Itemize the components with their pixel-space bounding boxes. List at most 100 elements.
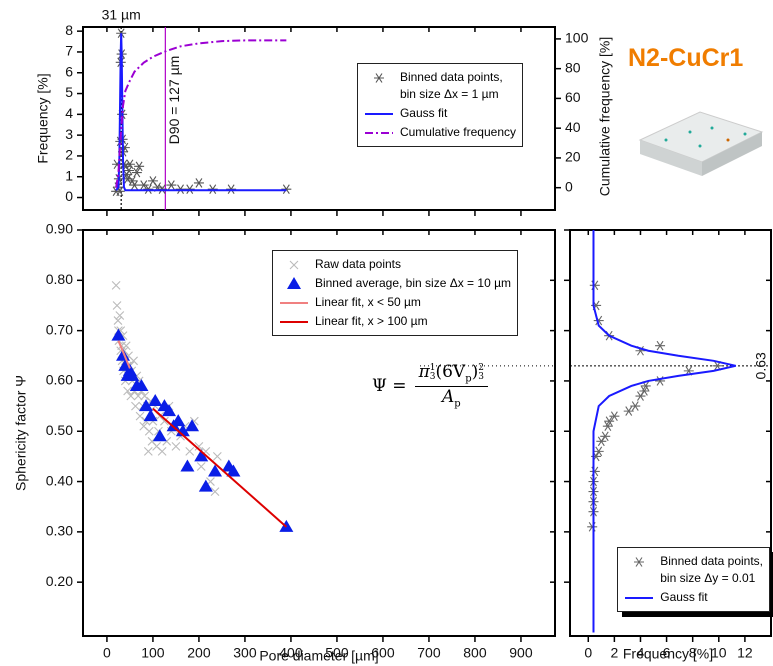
data-point (160, 416, 169, 426)
data-point (157, 446, 167, 456)
legend-item: Gauss fit (364, 105, 516, 122)
data-point (112, 301, 122, 310)
y2-tick-label: 60 (565, 89, 581, 105)
legend-swatch (364, 113, 393, 115)
x-tick-label: 6 (663, 645, 671, 661)
data-point (210, 487, 220, 496)
data-point (208, 464, 223, 477)
legend: Binned data points, bin size Δx = 1 µm Ga… (356, 63, 523, 147)
y-tick-label: 0.90 (46, 221, 73, 237)
reference-label: 0.63 (753, 352, 769, 379)
y-tick-label: 0 (65, 188, 73, 204)
x-tick-label: 600 (371, 645, 395, 661)
formula-denominator: Ap (442, 387, 461, 409)
data-point (635, 391, 646, 401)
data-point (157, 184, 168, 195)
legend-item: Binned data points, bin size Δy = 0.01 (624, 553, 763, 587)
legend: Binned data points, bin size Δy = 0.01 Ga… (617, 547, 770, 612)
x-tick-label: 400 (279, 645, 303, 661)
legend-item: Linear fit, x < 50 µm (279, 294, 511, 311)
data-point (115, 311, 125, 320)
data-point (143, 409, 158, 422)
data-point (143, 184, 154, 195)
data-point (180, 459, 195, 472)
data-point (184, 184, 195, 195)
legend-marker (634, 557, 645, 567)
legend-label: Gauss fit (660, 590, 708, 604)
plot-frame (82, 26, 556, 211)
data-point (129, 356, 138, 366)
legend-label: Binned data points, bin size Δy = 0.01 (660, 554, 763, 585)
legend-item: Raw data points (279, 256, 511, 273)
data-point (212, 452, 222, 461)
data-point (655, 340, 666, 351)
x-tick-label: 800 (463, 645, 487, 661)
data-point (148, 394, 163, 407)
legend-swatch (286, 277, 301, 289)
formula-fraction: π 1 3 (6Vp) 2 3 Ap (414, 362, 488, 410)
data-point (152, 429, 167, 442)
formula-exp-den: 3 (478, 372, 484, 383)
data-point (226, 184, 237, 195)
y2-tick-label: 0 (565, 178, 573, 194)
data-point (171, 441, 181, 451)
data-point (125, 368, 140, 381)
data-point (198, 479, 213, 492)
x-tick-label: 500 (325, 645, 349, 661)
data-point (600, 431, 611, 442)
data-point (126, 391, 136, 401)
formula-exp-num: 1 (429, 363, 436, 374)
y-tick-label: 0.70 (46, 321, 73, 337)
legend-item: Gauss fit (624, 589, 763, 606)
data-point (123, 386, 133, 396)
legend-marker (373, 73, 384, 83)
y-tick-label: 1 (65, 167, 73, 183)
y-axis-label: Frequency [%] (35, 73, 51, 163)
x-axis-label: Pore diameter [µm] (259, 648, 378, 664)
legend-marker (286, 277, 301, 289)
annotation-label: D90 = 127 µm (166, 56, 182, 145)
y-tick-label: 3 (65, 126, 73, 142)
data-point (143, 446, 153, 456)
y-tick-label: 7 (65, 43, 73, 59)
data-point (207, 184, 218, 195)
data-point (226, 464, 241, 477)
y2-tick-label: 80 (565, 59, 581, 75)
data-point (589, 280, 600, 291)
y-tick-label: 4 (65, 105, 73, 121)
x-tick-label: 300 (233, 645, 257, 661)
formula-numerator: π 1 3 (6Vp) 2 3 (414, 362, 488, 388)
data-point (113, 316, 123, 325)
x-tick-label: 2 (610, 645, 618, 661)
data-point (121, 341, 131, 351)
x-tick-label: 12 (737, 645, 753, 661)
legend-swatch (373, 73, 384, 83)
x-tick-label: 900 (509, 645, 533, 661)
legend-label: Raw data points (314, 257, 402, 271)
formula-exp-den: 3 (429, 372, 436, 383)
sample-render (638, 111, 764, 176)
x-tick-label: 0 (584, 645, 592, 661)
data-point (124, 165, 135, 176)
formula-part: π (418, 362, 430, 382)
legend-label: Linear fit, x > 100 µm (314, 314, 428, 328)
formula: Ψ = π 1 3 (6Vp) 2 3 Ap (372, 362, 488, 410)
y2-tick-label: 40 (565, 119, 581, 135)
legend-label: Cumulative frequency (399, 125, 516, 139)
formula-lhs: Ψ = (372, 375, 407, 396)
y-tick-label: 6 (65, 63, 73, 79)
legend-item: Binned average, bin size Δx = 10 µm (279, 275, 511, 292)
y-tick-label: 0.40 (46, 472, 73, 488)
data-point (609, 411, 620, 421)
data-point (124, 159, 135, 170)
data-point (144, 426, 154, 436)
data-point (133, 391, 143, 401)
data-point (281, 184, 292, 195)
data-point (131, 167, 142, 178)
data-point (140, 391, 150, 401)
legend-swatch (634, 557, 645, 567)
formula-part: p (454, 398, 461, 410)
formula-part: (6V (435, 362, 466, 382)
